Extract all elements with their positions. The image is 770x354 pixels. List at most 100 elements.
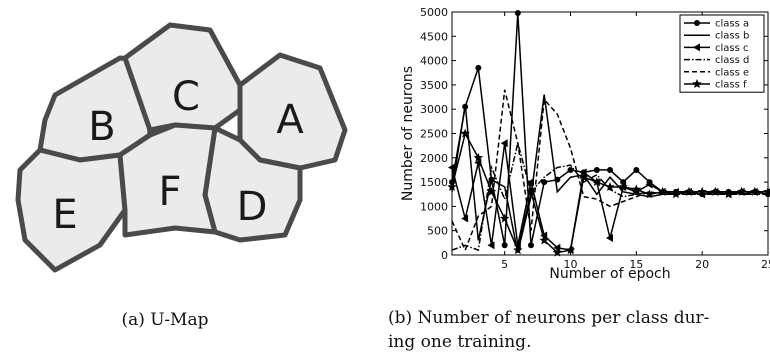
chart-panel: 5 10 15 20 25 0 500 1000 1500 2000 2500 3000 3500 400… <box>330 0 770 352</box>
umap-label-e: E <box>52 192 77 238</box>
data-point <box>578 172 589 182</box>
x-tick-label: 20 <box>695 258 709 271</box>
data-point <box>671 189 681 199</box>
data-point <box>526 186 536 196</box>
data-point <box>644 189 655 199</box>
data-point <box>657 186 668 196</box>
series-line <box>451 131 768 254</box>
data-point <box>607 166 613 173</box>
x-tick-label: 15 <box>629 258 643 271</box>
y-tick-label: 1000 <box>420 200 448 213</box>
data-point <box>513 245 523 255</box>
legend-label: class c <box>715 43 749 54</box>
legend-label: class f <box>715 80 747 91</box>
y-tick-label: 5000 <box>420 6 448 19</box>
data-point <box>736 186 747 196</box>
data-point <box>592 177 602 187</box>
data-point <box>460 128 470 138</box>
legend-item: class f <box>684 79 747 91</box>
data-point <box>552 247 563 257</box>
y-axis-label: Number of neurons <box>400 66 416 201</box>
umap-cells <box>15 22 348 273</box>
axis-ticks: 5 10 15 20 25 0 500 1000 1500 2000 2500 3000 3500 400… <box>420 6 770 271</box>
data-point <box>645 180 653 189</box>
series-class-b <box>451 94 768 253</box>
data-point <box>750 186 760 196</box>
x-tick-label: 25 <box>761 258 770 271</box>
x-tick-label: 10 <box>564 258 578 271</box>
series-line <box>451 94 768 253</box>
umap-figure: A B C D E F <box>15 22 348 273</box>
legend-label: class e <box>715 67 749 78</box>
data-point <box>541 179 548 186</box>
caption-umap: (a) U-Map <box>121 310 209 330</box>
data-point <box>473 152 484 162</box>
umap-cell-e <box>15 147 128 273</box>
legend-item: class e <box>684 67 749 78</box>
legend-marker <box>692 79 702 88</box>
umap-panel: A B C D E F (a) U-Map <box>0 0 348 349</box>
data-point <box>486 186 497 196</box>
series-line <box>451 143 768 252</box>
caption-chart: (b) Number of neurons per class dur- ing… <box>330 306 770 354</box>
data-point <box>487 241 495 250</box>
y-tick-label: 4000 <box>420 55 448 68</box>
y-tick-label: 0 <box>441 249 448 262</box>
x-axis-label: Number of epoch <box>549 266 670 282</box>
caption-chart-line-2: ing one training. <box>388 332 532 352</box>
data-point <box>475 64 482 71</box>
data-point <box>499 213 510 223</box>
data-point <box>579 168 587 177</box>
legend-item: class b <box>684 31 749 42</box>
data-point <box>540 231 548 240</box>
y-tick-label: 500 <box>427 225 448 238</box>
data-point <box>461 214 469 223</box>
data-point <box>684 186 694 196</box>
series-line <box>451 89 768 253</box>
data-point <box>500 139 508 148</box>
umap-label-f: F <box>158 169 181 215</box>
series-class-d <box>451 143 768 252</box>
legend-marker <box>693 43 700 52</box>
legend-label: class a <box>715 19 749 30</box>
data-point <box>514 9 521 16</box>
legend-item: class c <box>684 43 749 54</box>
data-point <box>710 186 721 196</box>
umap-label-d: D <box>237 184 268 230</box>
legend-item: class a <box>684 19 749 30</box>
series-class-e <box>451 89 768 253</box>
series-line <box>451 143 768 251</box>
series-class-c <box>448 139 770 255</box>
data-point <box>565 245 576 255</box>
umap-cell-a <box>237 52 348 171</box>
data-point <box>633 166 640 173</box>
data-point <box>605 182 615 191</box>
umap-cell-c <box>122 22 243 133</box>
data-point <box>567 166 574 173</box>
y-tick-label: 3500 <box>420 79 448 92</box>
data-point <box>539 235 549 245</box>
caption-chart-line-1: (b) Number of neurons per class dur- <box>388 308 710 328</box>
legend-marker <box>694 20 700 26</box>
data-point <box>593 166 600 173</box>
umap-label-c: C <box>172 74 200 120</box>
x-tick-label: 5 <box>501 258 508 271</box>
data-point <box>527 178 534 187</box>
y-tick-label: 2000 <box>420 152 448 165</box>
data-point <box>606 233 613 242</box>
legend-label: class d <box>715 55 749 66</box>
line-chart: 5 10 15 20 25 0 500 1000 1500 2000 2500 3000 3500 400… <box>400 6 770 282</box>
data-point <box>501 242 508 249</box>
legend-item: class d <box>684 55 749 66</box>
umap-label-b: B <box>88 104 115 150</box>
data-point <box>528 242 534 249</box>
data-point <box>697 186 707 196</box>
umap-cell-f <box>117 122 218 238</box>
data-point <box>553 243 561 252</box>
legend-label: class b <box>715 31 749 42</box>
data-point <box>723 189 734 199</box>
data-point <box>631 184 642 194</box>
data-point <box>618 182 628 191</box>
y-tick-label: 2500 <box>420 128 448 141</box>
legend-box <box>679 14 765 93</box>
